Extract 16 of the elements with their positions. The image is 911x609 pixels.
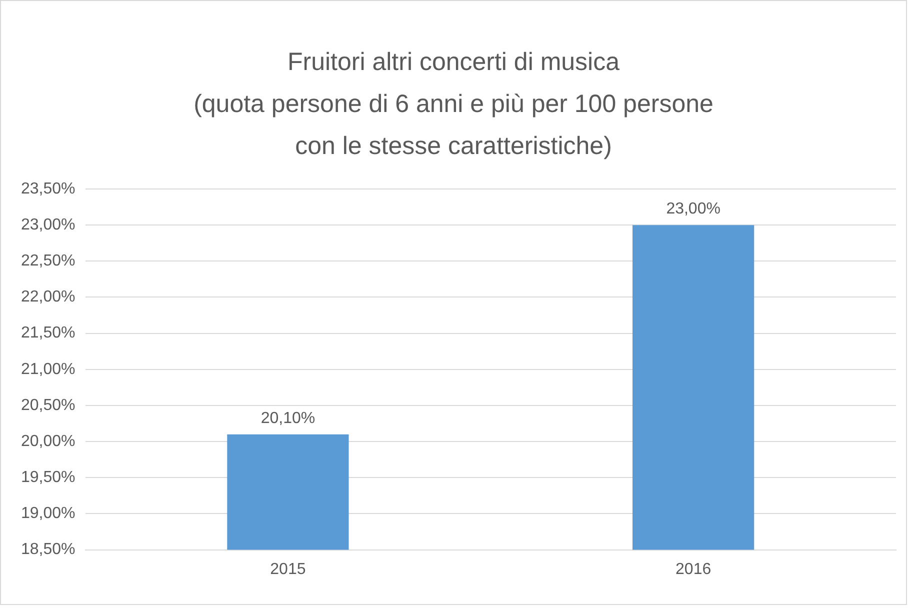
y-tick-label: 23,00% (21, 216, 76, 234)
y-tick-label: 18,50% (21, 541, 76, 558)
y-tick-label: 21,50% (21, 324, 76, 342)
y-tick-label: 21,00% (21, 360, 76, 378)
y-tick-label: 20,00% (21, 432, 76, 450)
x-tick-label: 2015 (270, 560, 306, 578)
y-tick-label: 23,50% (21, 180, 76, 198)
y-tick-label: 19,50% (21, 469, 76, 486)
data-label: 23,00% (666, 200, 720, 218)
y-tick-label: 22,50% (21, 252, 76, 270)
y-tick-label: 20,50% (21, 396, 76, 414)
data-label: 20,10% (260, 410, 316, 427)
y-tick-label: 22,00% (21, 288, 76, 306)
y-tick-label: 19,00% (21, 505, 76, 522)
x-tick-label: 2016 (676, 560, 712, 578)
chart-title: Fruitori altri concerti di musica (quota persone di 6 anni e più per 100 persone con le stesse caratteristiche) (192, 47, 714, 162)
